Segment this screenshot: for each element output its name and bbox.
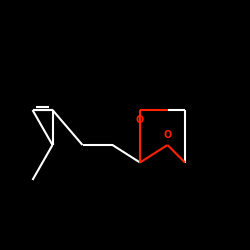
Text: O: O [164,130,172,140]
Text: O: O [136,115,144,125]
